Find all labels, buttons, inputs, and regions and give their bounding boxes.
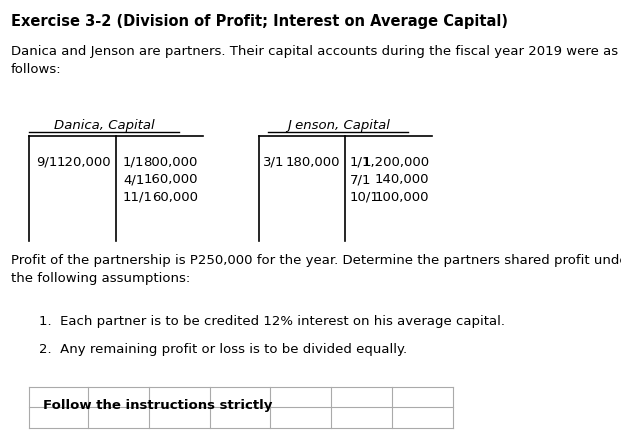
Text: Danica, Capital: Danica, Capital <box>54 119 155 132</box>
Text: 180,000: 180,000 <box>286 156 340 169</box>
Text: 140,000: 140,000 <box>375 173 429 186</box>
Text: 4/1: 4/1 <box>123 173 144 186</box>
Text: Follow the instructions strictly: Follow the instructions strictly <box>43 399 273 412</box>
Text: 7/1: 7/1 <box>350 173 371 186</box>
Text: Profit of the partnership is P250,000 for the year. Determine the partners share: Profit of the partnership is P250,000 fo… <box>11 254 621 285</box>
Text: 2.  Any remaining profit or loss is to be divided equally.: 2. Any remaining profit or loss is to be… <box>39 343 407 356</box>
Text: 160,000: 160,000 <box>143 173 198 186</box>
Text: 11/1: 11/1 <box>123 191 153 204</box>
Text: Exercise 3-2 (Division of Profit; Interest on Average Capital): Exercise 3-2 (Division of Profit; Intere… <box>11 14 508 29</box>
Text: 3/1: 3/1 <box>263 156 285 169</box>
Text: Danica and Jenson are partners. Their capital accounts during the fiscal year 20: Danica and Jenson are partners. Their ca… <box>11 45 618 76</box>
Text: 9/1: 9/1 <box>37 156 58 169</box>
Text: J enson, Capital: J enson, Capital <box>287 119 389 132</box>
Text: 1/1: 1/1 <box>350 156 371 169</box>
Text: 120,000: 120,000 <box>57 156 111 169</box>
Text: 1.  Each partner is to be credited 12% interest on his average capital.: 1. Each partner is to be credited 12% in… <box>39 315 505 328</box>
Text: 1,200,000: 1,200,000 <box>362 156 429 169</box>
Text: 10/1: 10/1 <box>350 191 379 204</box>
Text: 60,000: 60,000 <box>152 191 198 204</box>
Text: 1/1: 1/1 <box>123 156 145 169</box>
Text: 100,000: 100,000 <box>375 191 429 204</box>
Text: 800,000: 800,000 <box>143 156 198 169</box>
